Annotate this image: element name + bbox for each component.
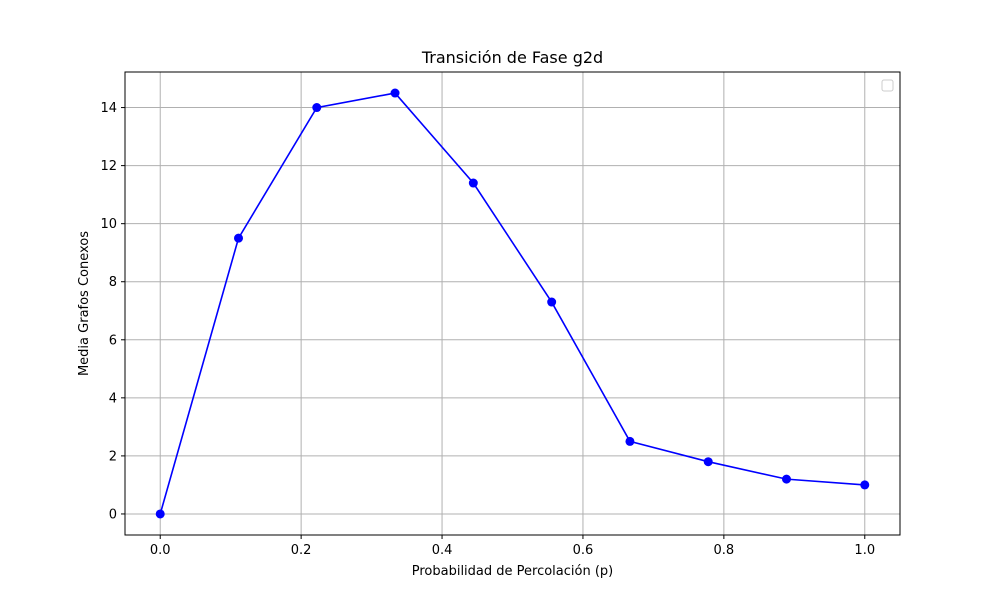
chart-title: Transición de Fase g2d [421,48,603,67]
x-tick-label: 0.4 [432,543,453,558]
data-point [547,297,557,307]
data-point [625,436,635,446]
y-tick-label: 12 [100,159,117,174]
y-tick-label: 8 [109,275,117,290]
y-tick-label: 0 [109,507,117,522]
data-point [155,509,165,519]
data-point [312,103,322,113]
x-axis-label: Probabilidad de Percolación (p) [412,564,614,579]
data-point [703,457,713,467]
series-line [159,92,865,515]
x-ticks: 0.0 0.2 0.4 0.6 0.8 1.0 [150,535,875,558]
data-point [781,474,791,484]
x-tick-label: 0.8 [714,543,735,558]
y-ticks: 0 2 4 6 8 10 12 14 [100,101,125,522]
y-tick-label: 10 [100,217,117,232]
data-point [860,480,870,490]
plot-frame [124,71,901,536]
legend-box [881,79,894,92]
x-tick-label: 1.0 [854,543,875,558]
x-tick-label: 0.2 [291,543,312,558]
y-tick-label: 2 [109,449,117,464]
data-point [390,88,400,98]
data-point [468,178,478,188]
x-tick-label: 0.0 [150,543,171,558]
data-point [234,233,244,243]
y-axis-label: Media Grafos Conexos [77,231,92,376]
y-tick-label: 14 [100,101,117,116]
y-tick-label: 4 [109,391,117,406]
grid [125,72,900,535]
x-tick-label: 0.6 [573,543,594,558]
y-tick-label: 6 [109,333,117,348]
series-layer [155,88,870,519]
